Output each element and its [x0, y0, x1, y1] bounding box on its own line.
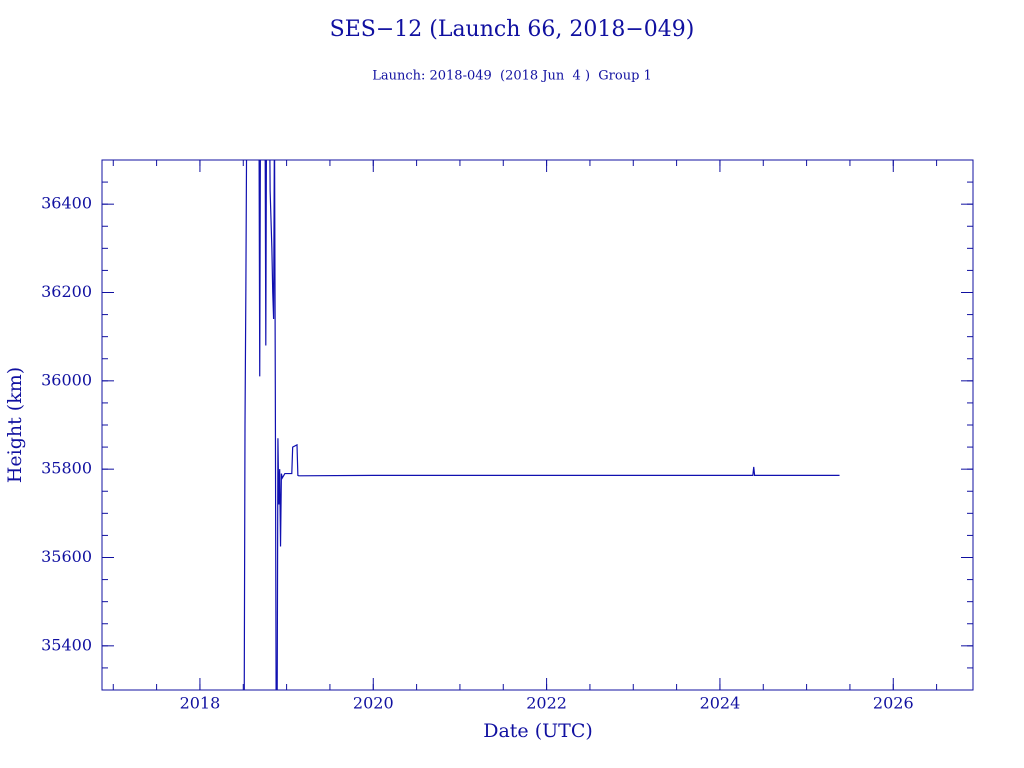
- chart-subtitle: Launch: 2018-049 (2018 Jun 4 ) Group 1: [372, 69, 652, 84]
- plot-frame: [101, 159, 974, 691]
- y-tick-label: 35800: [41, 459, 92, 478]
- x-tick-label: 2026: [873, 694, 914, 713]
- x-tick-label: 2022: [526, 694, 567, 713]
- x-tick-label: 2018: [180, 694, 221, 713]
- y-tick-label: 35600: [41, 547, 92, 566]
- x-axis-label: Date (UTC): [483, 720, 593, 742]
- data-line: [243, 160, 840, 690]
- chart-title: SES−12 (Launch 66, 2018−049): [330, 17, 695, 42]
- plot-area: [243, 160, 840, 690]
- y-tick-label: 35400: [41, 635, 92, 654]
- x-tick-label: 2024: [700, 694, 741, 713]
- y-tick-label: 36400: [41, 194, 92, 213]
- x-tick-label: 2020: [353, 694, 394, 713]
- y-tick-label: 36000: [41, 370, 92, 389]
- y-tick-label: 36200: [41, 282, 92, 301]
- y-axis-label: Height (km): [4, 367, 26, 483]
